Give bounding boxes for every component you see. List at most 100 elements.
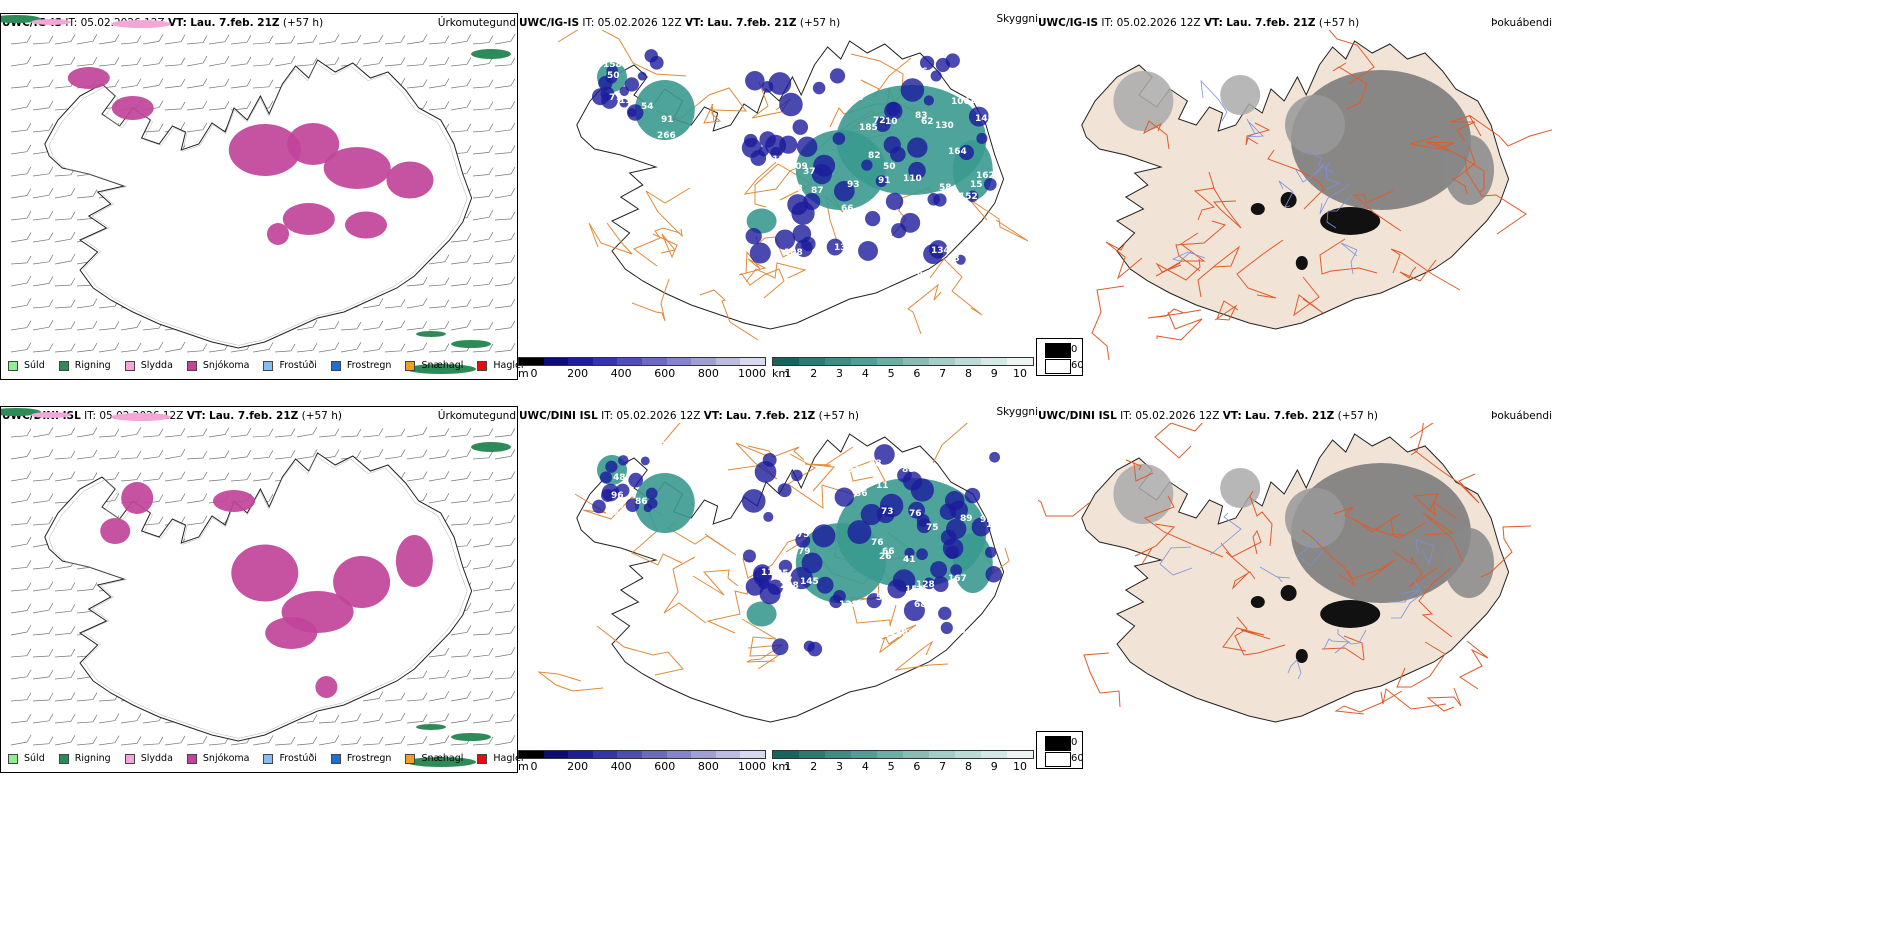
river [1246,118,1264,138]
wind-barb [54,188,76,199]
cloud-base-cell [950,564,963,577]
road [787,453,856,509]
visibility-value-label: 82 [868,151,881,161]
sleet-area [31,19,71,25]
visibility-value-label: 66 [840,224,853,234]
wind-barb [406,320,428,331]
road [743,161,806,195]
wind-barb [98,57,120,67]
wind-barb [230,78,252,89]
wind-barb [32,276,54,287]
wind-barb [340,450,362,460]
wind-barb [10,211,32,221]
wind-barb [494,713,516,724]
cloud-base-cell [923,577,935,590]
wind-barb [406,34,428,45]
road [1332,62,1368,110]
wind-barb [472,537,494,548]
visibility-value-label: 74 [851,93,864,103]
river [1287,659,1302,680]
precip-legend: Súld Rigning Slydda Snjókoma Frostúði Frostre… [8,360,538,371]
wind-barb [450,427,472,438]
fog-shading [1285,95,1345,155]
cloud-base-cell [643,503,653,513]
wind-barb [406,342,428,353]
wind-barb [384,692,406,702]
wind-barb [362,736,384,746]
cloud-base-cell [923,95,934,106]
colorbar-segment [903,751,929,758]
legend-swatch [263,360,274,371]
snow-area [282,203,335,235]
colorbar-segment [519,751,544,758]
wind-barb [120,450,142,460]
cloud-base-cell [876,505,895,524]
wind-barb [98,342,120,353]
cloud-base-cell [790,566,813,590]
cloud-base-cell [907,137,928,158]
visibility-value-label: 134 [931,246,950,256]
wind-barb [10,713,32,724]
cloud-base-cell [770,146,782,159]
visibility-value-label: 88 [902,465,915,475]
wind-barb [54,670,76,680]
colorbar-tick-label: 600 [654,367,676,380]
cloud-base-cell [745,70,765,91]
river [1340,242,1358,275]
visibility-value-label: 196 [909,67,928,77]
cloud-base-cell [900,212,921,233]
legend-item: Súld [8,360,45,371]
visibility-value-label: 96 [611,491,624,501]
cloud-base-cell [858,240,878,261]
precip-map [1,408,516,767]
cloud-base-cell [976,132,988,145]
road [663,556,707,624]
panel-title: UWC/IG-IS IT: 05.02.2026 12Z VT: Lau. 7.… [1038,17,1360,29]
legend-label: Snæhagl [421,360,464,371]
colorbar-tick-label: 0 [530,367,538,380]
wind-barb [318,428,340,438]
cloud-base-cell [832,132,846,145]
road [706,587,750,634]
colorbar-strip [518,357,766,366]
fog-high-label: 0 [1071,344,1078,355]
wind-barb [186,736,208,746]
visibility-panel-row2: UWC/DINI ISL IT: 05.02.2026 12Z VT: Lau.… [518,393,1038,773]
wind-barb [10,624,32,636]
colorbar-unit: km [772,760,790,773]
colorbar-segment [929,751,955,758]
river [1171,250,1206,262]
visibility-value-label: 101 [804,608,823,618]
wind-barb [340,428,362,438]
precip-type-panel-row2: UWC/DINI ISL IT: 05.02.2026 12Z VT: Lau.… [0,393,524,773]
legend-swatch [263,753,274,764]
wind-barb [318,34,340,45]
road [1220,529,1262,558]
wind-barb [120,427,142,438]
wind-barb [208,101,230,111]
road [1426,687,1462,712]
colorbar-segment [740,358,765,365]
wind-barb [208,55,230,67]
wind-barb [274,428,296,438]
wind-barb [32,166,54,177]
wind-barb [120,78,142,89]
visibility-value-label: 86 [635,497,648,507]
cloud-base-cell [749,242,771,264]
wind-barb [230,56,252,67]
panel-title: UWC/DINI ISL IT: 05.02.2026 12Z VT: Lau.… [519,410,859,422]
legend-swatch [477,753,488,764]
road [1412,493,1458,520]
wind-barb [472,516,494,526]
colorbar-segment [1007,751,1033,758]
colorbar-segment [851,358,877,365]
wind-barb [450,713,472,724]
wind-barb [76,298,98,309]
visibility-value-label: 130 [935,121,954,131]
wind-barb [142,471,164,482]
wind-barb [186,78,208,89]
cloud-base-cell [945,53,960,68]
legend-swatch [330,360,341,371]
wind-barb [54,427,76,438]
visibility-value-label: 48 [613,473,626,483]
